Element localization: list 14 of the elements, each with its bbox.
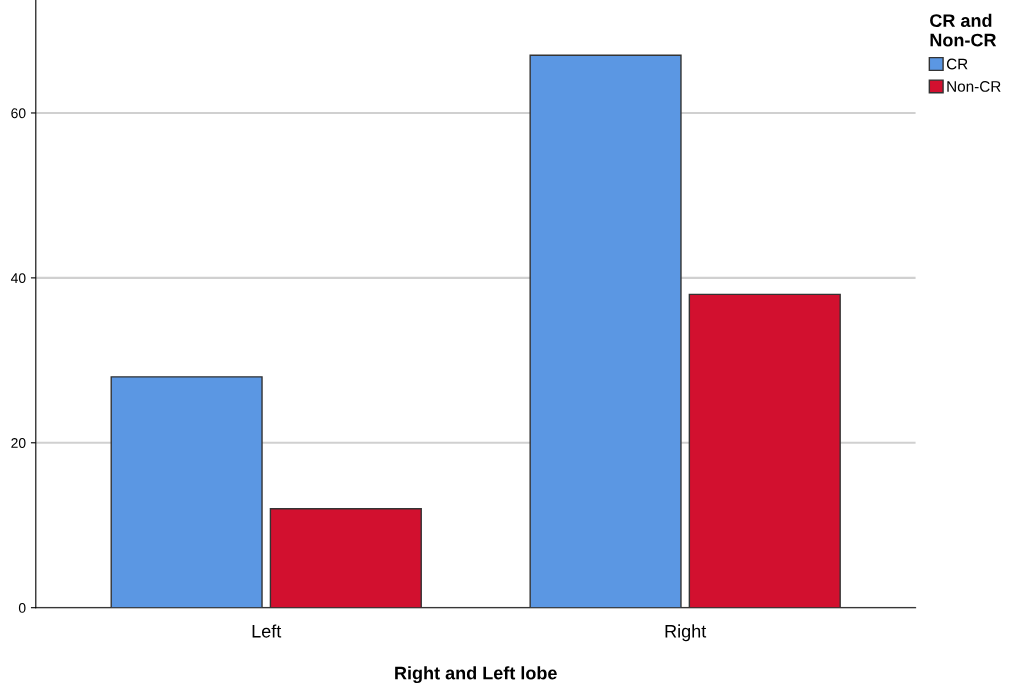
bar bbox=[269, 508, 422, 608]
legend-title: CR and Non-CR bbox=[930, 13, 997, 47]
legend-label: Non-CR bbox=[947, 81, 1001, 92]
x-axis-title: Right and Left lobe bbox=[395, 666, 557, 684]
y-tick-label: 40 bbox=[10, 273, 26, 284]
x-tick-label: Right bbox=[665, 624, 707, 642]
bar bbox=[110, 376, 263, 608]
legend-label: CR bbox=[946, 58, 968, 70]
bar bbox=[529, 54, 682, 608]
x-tick-label: Left bbox=[252, 624, 282, 638]
y-tick-label: 20 bbox=[11, 438, 26, 448]
bar bbox=[688, 293, 841, 608]
y-tick-label: 0 bbox=[18, 603, 26, 613]
y-tick-label: 60 bbox=[11, 108, 26, 119]
